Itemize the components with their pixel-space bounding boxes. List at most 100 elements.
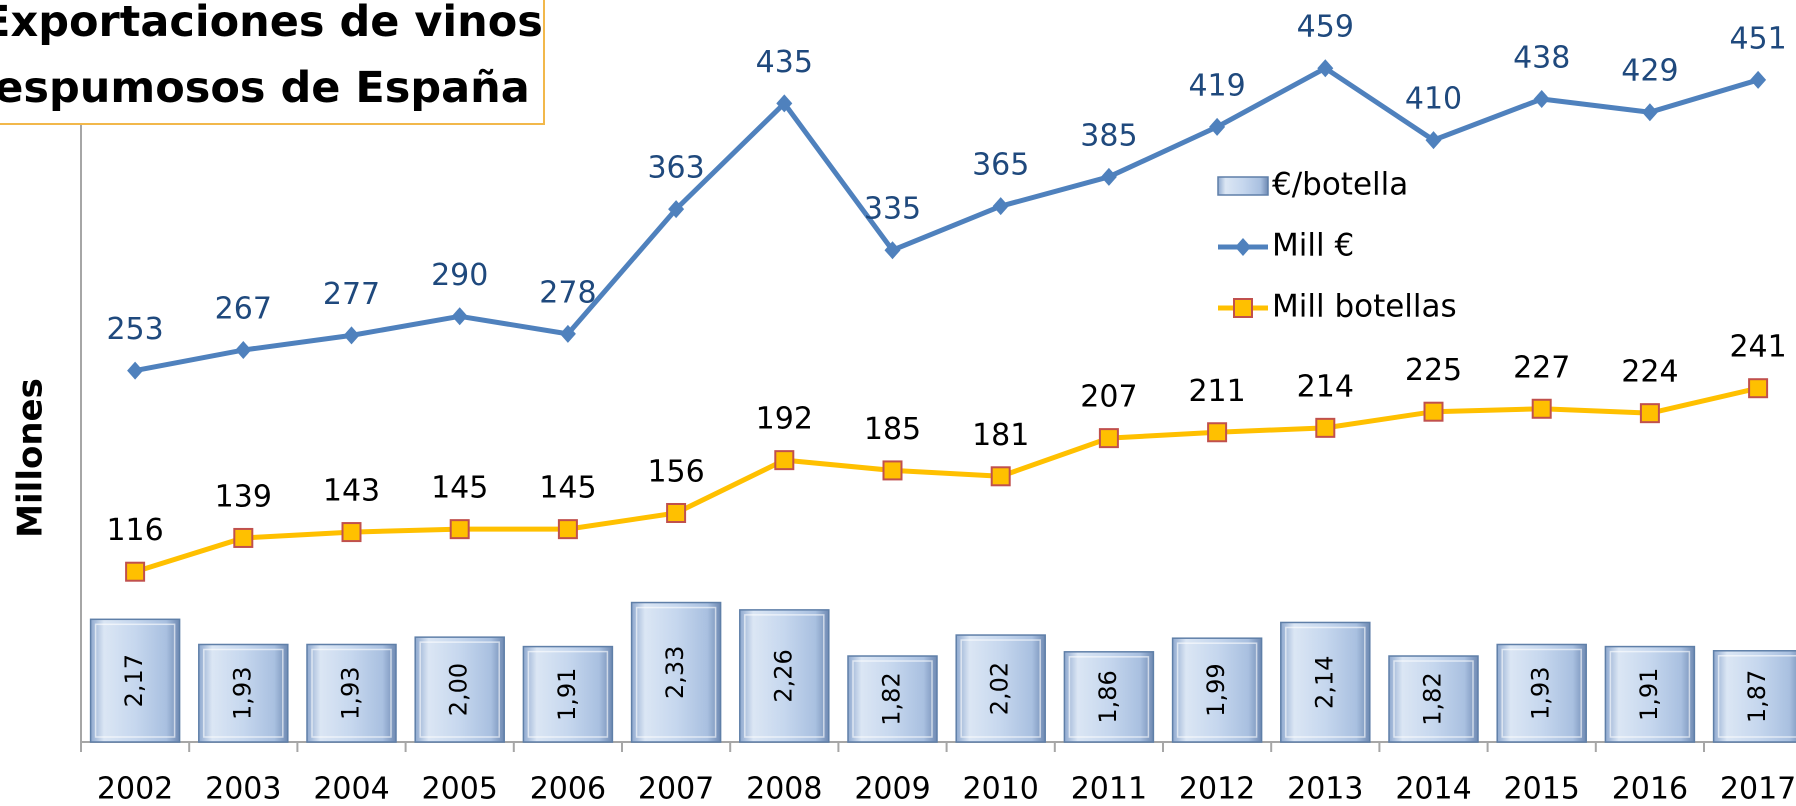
data-label: 214 — [1297, 369, 1354, 404]
data-label: 181 — [972, 418, 1029, 453]
line-marker — [776, 94, 793, 113]
line-marker — [1315, 417, 1336, 438]
data-label: 207 — [1080, 380, 1137, 415]
data-label: 253 — [106, 312, 163, 347]
data-label: 385 — [1080, 118, 1137, 153]
bar-value-label: 2,02 — [986, 662, 1014, 715]
legend-marker — [1233, 298, 1253, 318]
line-marker — [1317, 59, 1334, 78]
chart-title: Exportaciones de vinos espumosos de Españ… — [0, 0, 543, 113]
x-tick-label: 2006 — [530, 772, 606, 806]
line-marker — [1531, 398, 1552, 419]
data-label: 145 — [431, 471, 488, 506]
line-marker — [884, 241, 901, 260]
line-marker — [1748, 378, 1769, 399]
bar — [414, 636, 505, 743]
bar-bevel — [527, 650, 609, 738]
data-label: 145 — [539, 471, 596, 506]
bar-value-label: 1,86 — [1094, 670, 1122, 723]
line-marker — [1423, 401, 1444, 422]
legend-label: Mill botellas — [1272, 289, 1457, 325]
data-label: 365 — [972, 148, 1029, 183]
x-tick-label: 2005 — [422, 772, 498, 806]
line — [134, 65, 1759, 374]
bar-bevel — [1609, 650, 1691, 738]
line-marker — [233, 527, 254, 548]
bar-bevel — [1393, 660, 1474, 738]
data-label: 429 — [1621, 54, 1678, 89]
bar-value-label: 1,87 — [1743, 670, 1771, 723]
line-marker — [1425, 131, 1442, 150]
bar-bevel — [1176, 642, 1258, 738]
bar-bevel — [1717, 655, 1796, 738]
bar-bevel — [744, 614, 825, 738]
bar-value-label: 1,93 — [1527, 667, 1555, 720]
bar — [847, 655, 938, 743]
bar-bevel — [94, 623, 176, 738]
line — [134, 385, 1759, 575]
data-label: 185 — [864, 412, 921, 447]
bar — [1280, 621, 1371, 743]
bar-value-label: 2,00 — [445, 663, 473, 716]
line-marker — [127, 361, 144, 380]
plot-area: 2002 2003 2004 2005 2006 2007 2008 2009 2010 2011… — [80, 10, 1796, 806]
x-tick-label: 2004 — [313, 772, 389, 806]
x-tick-label: 2012 — [1179, 772, 1255, 806]
bar-value-label: 1,91 — [1635, 668, 1663, 721]
legend-swatch — [1217, 176, 1269, 196]
legend-label: €/botella — [1272, 167, 1408, 203]
bar — [89, 618, 181, 743]
line-marker — [449, 519, 470, 540]
data-label: 267 — [215, 292, 272, 327]
x-tick-label: 2017 — [1720, 772, 1796, 806]
line-marker — [235, 341, 252, 360]
x-tick-label: 2014 — [1395, 772, 1471, 806]
bar-value-label: 1,82 — [1419, 672, 1447, 725]
bar — [1604, 645, 1696, 743]
y-axis-label: Millones — [11, 378, 51, 538]
bar-bevel — [1068, 656, 1150, 738]
bar — [1171, 637, 1263, 743]
bar-bevel — [419, 641, 500, 738]
line-marker — [1209, 117, 1226, 136]
data-label: 451 — [1729, 21, 1786, 56]
x-tick-label: 2010 — [963, 772, 1039, 806]
x-tick-label: 2011 — [1071, 772, 1147, 806]
data-label: 410 — [1405, 82, 1462, 117]
data-label: 143 — [323, 474, 380, 509]
data-label: 290 — [431, 258, 488, 293]
line-marker — [1100, 167, 1117, 186]
line-marker — [774, 450, 795, 471]
bar — [955, 634, 1046, 743]
data-label: 459 — [1297, 10, 1354, 45]
bar-value-label: 1,93 — [228, 667, 256, 720]
data-label: 156 — [647, 454, 704, 489]
line-marker — [341, 522, 362, 543]
bar — [198, 643, 289, 743]
x-tick-label: 2013 — [1287, 772, 1363, 806]
bar-value-label: 2,26 — [769, 649, 797, 702]
line-marker — [1750, 70, 1767, 89]
bar-value-label: 1,99 — [1202, 663, 1230, 716]
line-marker — [1098, 428, 1119, 449]
bar-value-label: 2,14 — [1310, 656, 1338, 709]
bar-bevel — [203, 648, 284, 738]
line-marker — [343, 326, 360, 345]
x-tick-label: 2016 — [1612, 772, 1688, 806]
bar — [306, 643, 397, 743]
bar-bevel — [635, 606, 717, 738]
data-label: 224 — [1621, 355, 1678, 390]
title-box — [0, 0, 545, 125]
bar-bevel — [1501, 648, 1582, 738]
line-marker — [451, 307, 468, 326]
x-tick-label: 2015 — [1504, 772, 1580, 806]
bar — [630, 601, 722, 743]
data-label: 438 — [1513, 41, 1570, 76]
data-label: 419 — [1188, 68, 1245, 103]
data-label: 139 — [215, 479, 272, 514]
line-marker — [557, 519, 578, 540]
data-label: 277 — [323, 277, 380, 312]
x-tick-label: 2009 — [854, 772, 930, 806]
data-label: 211 — [1188, 374, 1245, 409]
